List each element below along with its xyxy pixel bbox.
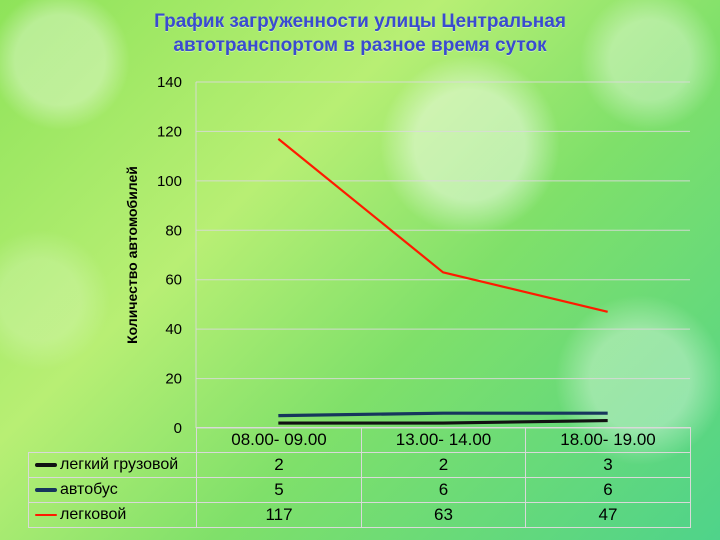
data-value-cell: 2 — [361, 452, 526, 478]
data-value-cell: 117 — [196, 502, 362, 528]
data-value-cell: 6 — [361, 477, 526, 503]
x-category-label: 08.00- 09.00 — [196, 427, 362, 453]
legend-entry: автобус — [28, 477, 197, 503]
chart-title: График загруженности улицы Центральная а… — [0, 10, 720, 58]
table-row: легкий грузовой 2 2 3 — [28, 452, 691, 478]
data-value-cell: 6 — [525, 477, 691, 503]
legend-entry: легковой — [28, 502, 197, 528]
data-value-cell: 3 — [525, 452, 691, 478]
y-tick-label: 120 — [157, 123, 182, 140]
chart-title-line1: График загруженности улицы Центральная — [154, 11, 566, 32]
data-value-cell: 5 — [196, 477, 362, 503]
x-category-label: 13.00- 14.00 — [361, 427, 526, 453]
data-value-cell: 47 — [525, 502, 691, 528]
series-line-2 — [277, 137, 608, 313]
y-tick-label: 60 — [165, 272, 182, 289]
data-value-cell: 63 — [361, 502, 526, 528]
table-header-row: 08.00- 09.00 13.00- 14.00 18.00- 19.00 — [28, 427, 691, 453]
table-corner — [28, 427, 197, 453]
legend-key — [35, 513, 57, 516]
series-line-0 — [278, 418, 608, 425]
data-value-cell: 2 — [196, 452, 362, 478]
legend-entry: легкий грузовой — [28, 452, 197, 478]
y-tick-label: 140 — [157, 74, 182, 91]
series-lines — [277, 137, 608, 425]
gridlines — [195, 81, 690, 429]
legend-key — [35, 487, 57, 492]
table-row: автобус 5 6 6 — [28, 477, 691, 503]
series-line-1 — [278, 411, 608, 418]
y-tick-label: 80 — [165, 222, 182, 239]
table-row: легковой 117 63 47 — [28, 502, 691, 528]
chart-title-line2: автотранспортом в разное время суток — [173, 35, 547, 56]
data-table: 08.00- 09.00 13.00- 14.00 18.00- 19.00 легк… — [28, 427, 691, 528]
y-axis-label: Количество автомобилей — [124, 166, 140, 344]
legend-label: легкий грузовой — [60, 456, 179, 473]
y-tick-label: 20 — [165, 371, 182, 388]
y-tick-label: 100 — [157, 173, 182, 190]
legend-key — [35, 462, 57, 467]
legend-label: легковой — [60, 506, 127, 523]
legend-label: автобус — [60, 481, 118, 498]
x-category-label: 18.00- 19.00 — [525, 427, 691, 453]
y-tick-label: 40 — [165, 321, 182, 338]
